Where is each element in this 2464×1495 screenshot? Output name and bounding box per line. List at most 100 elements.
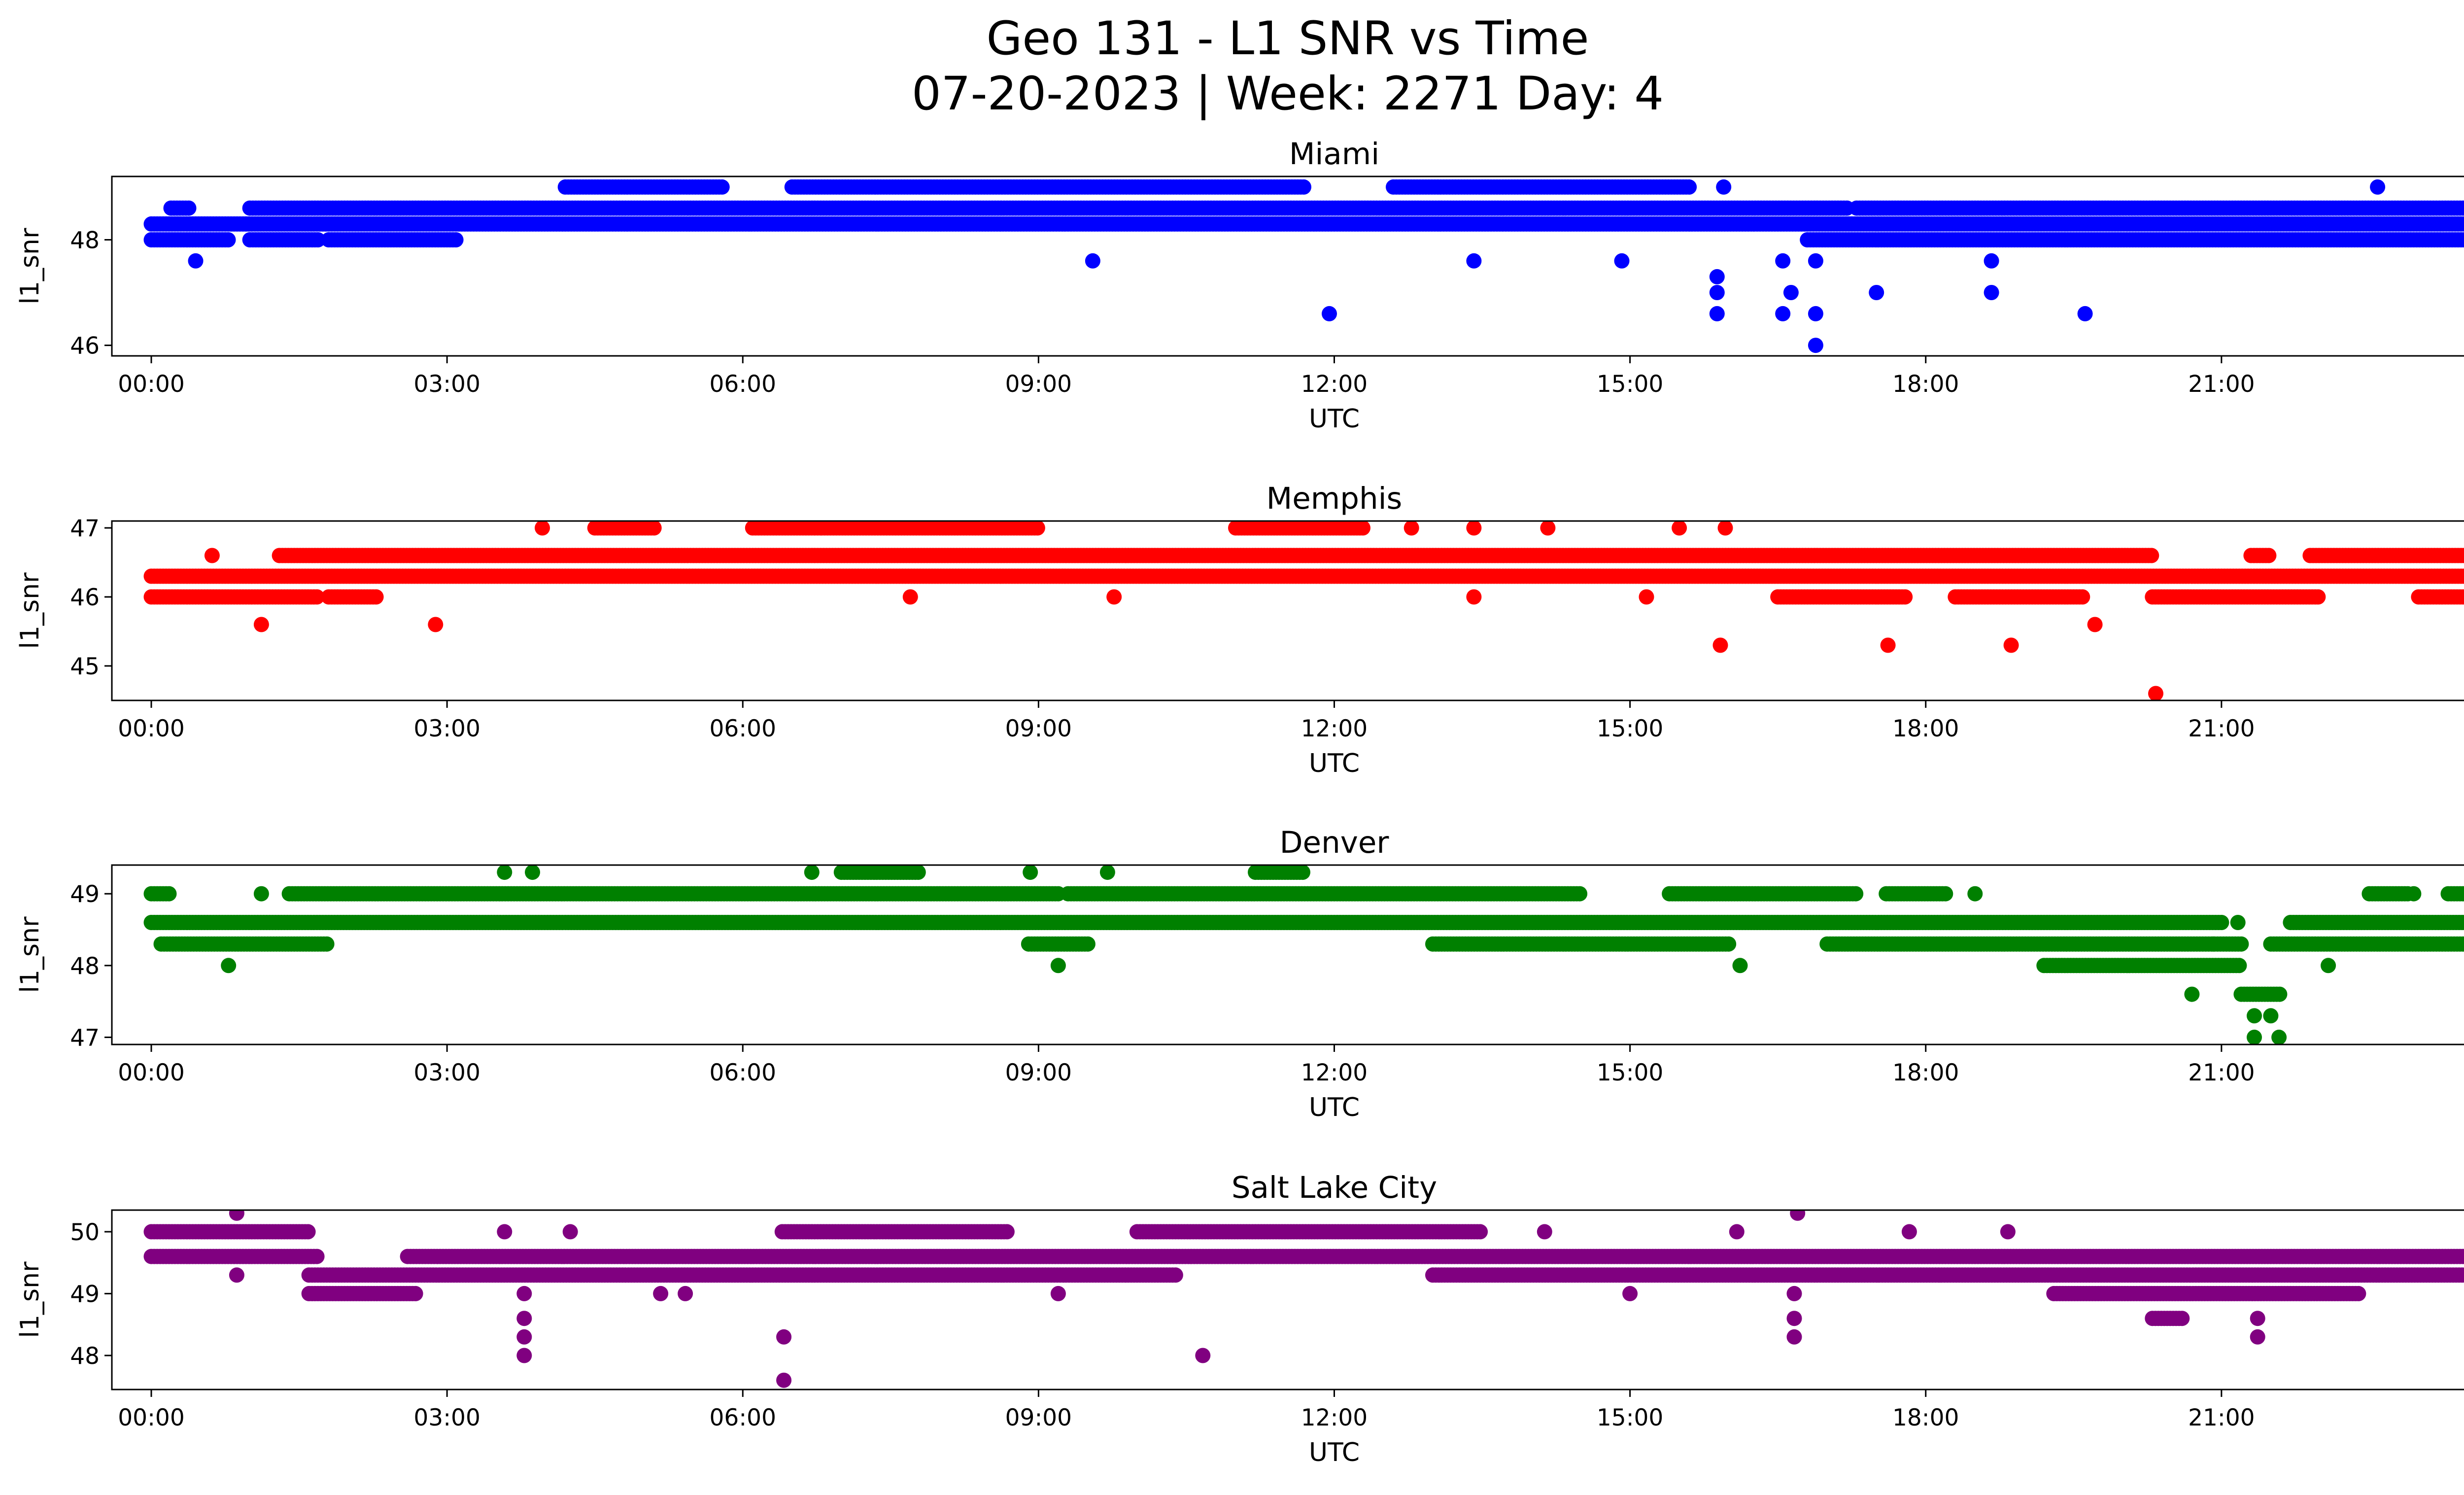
scatter-points bbox=[143, 179, 2464, 353]
data-point bbox=[1085, 253, 1100, 269]
x-tick-label: 09:00 bbox=[1005, 371, 1072, 398]
data-point bbox=[2077, 306, 2093, 321]
data-point bbox=[1869, 285, 1884, 300]
data-point bbox=[253, 617, 269, 632]
data-point bbox=[2075, 589, 2090, 605]
data-point bbox=[1709, 285, 1725, 300]
x-tick-label: 00:00 bbox=[118, 371, 184, 398]
subplot-miami: 00:00 03:00 06:00 09:00 12:00 15:00 18:00 21:00… bbox=[15, 137, 2464, 434]
data-point bbox=[2459, 569, 2464, 584]
data-point bbox=[2214, 915, 2229, 930]
data-point bbox=[204, 548, 220, 563]
x-tick-label: 15:00 bbox=[1597, 715, 1663, 742]
data-point bbox=[1984, 285, 1999, 300]
data-point bbox=[1296, 179, 1311, 195]
data-point bbox=[181, 200, 197, 216]
subplot-memphis: 00:00 03:00 06:00 09:00 12:00 15:00 18:00 21:00… bbox=[15, 481, 2464, 778]
data-point bbox=[2461, 202, 2464, 214]
subplot-title: Memphis bbox=[1266, 481, 1403, 516]
data-point bbox=[1639, 589, 1654, 605]
data-point bbox=[1783, 285, 1799, 300]
x-tick-label: 12:00 bbox=[1301, 371, 1368, 398]
x-tick-label: 18:00 bbox=[1892, 715, 1959, 742]
data-point bbox=[2459, 233, 2464, 247]
data-point bbox=[2148, 686, 2163, 700]
x-tick-label: 21:00 bbox=[2188, 715, 2255, 742]
data-point bbox=[1775, 306, 1791, 321]
data-point bbox=[1355, 521, 1370, 536]
data-point bbox=[1466, 521, 1482, 536]
x-tick-label: 00:00 bbox=[118, 715, 184, 742]
data-point bbox=[1540, 521, 1556, 536]
data-point bbox=[1709, 269, 1725, 284]
data-point bbox=[2144, 548, 2159, 563]
data-point bbox=[1717, 521, 1733, 536]
data-point bbox=[1808, 253, 1823, 269]
y-axis-label: l1_snr bbox=[15, 228, 45, 305]
x-tick-label: 15:00 bbox=[1597, 371, 1663, 398]
data-point bbox=[1466, 589, 1482, 605]
data-point bbox=[1897, 589, 1913, 605]
x-tick-label: 03:00 bbox=[413, 371, 480, 398]
data-point bbox=[1716, 179, 1732, 195]
scatter-points bbox=[143, 865, 2464, 1044]
data-point bbox=[1681, 179, 1697, 195]
y-tick-label: 46 bbox=[70, 584, 100, 611]
data-point bbox=[1322, 306, 1337, 321]
x-tick-label: 06:00 bbox=[710, 371, 776, 398]
data-point bbox=[714, 179, 730, 195]
data-point bbox=[2462, 219, 2464, 229]
data-point bbox=[2261, 548, 2277, 563]
data-point bbox=[1775, 253, 1791, 269]
data-point bbox=[2459, 548, 2464, 563]
data-point bbox=[2087, 617, 2103, 632]
data-point bbox=[1614, 253, 1630, 269]
data-point bbox=[1466, 253, 1482, 269]
figure-title-line1: Geo 131 - L1 SNR vs Time bbox=[987, 12, 1589, 66]
data-point bbox=[2310, 589, 2326, 605]
x-tick-label: 03:00 bbox=[413, 715, 480, 742]
x-axis-label: UTC bbox=[1309, 404, 1360, 434]
data-point bbox=[448, 232, 464, 247]
data-point bbox=[1808, 338, 1823, 353]
x-tick-label: 06:00 bbox=[710, 715, 776, 742]
data-point bbox=[2003, 637, 2019, 653]
scatter-points bbox=[143, 521, 2464, 700]
x-tick-label: 12:00 bbox=[1301, 715, 1368, 742]
data-point bbox=[2462, 551, 2464, 560]
data-point bbox=[309, 589, 325, 605]
subplot-title: Miami bbox=[1289, 137, 1379, 172]
data-point bbox=[1709, 306, 1725, 321]
data-point bbox=[220, 232, 236, 247]
data-point bbox=[1712, 637, 1728, 653]
data-point bbox=[368, 589, 384, 605]
data-point bbox=[1984, 253, 1999, 269]
data-point bbox=[902, 589, 918, 605]
data-point bbox=[2461, 591, 2464, 603]
data-point bbox=[1403, 521, 1419, 536]
subplot-denver: 00:00 03:00 06:00 09:00 12:00 15:00 18:00 21:00… bbox=[15, 825, 2464, 1122]
y-tick-label: 46 bbox=[70, 333, 100, 360]
data-point bbox=[428, 617, 444, 632]
data-point bbox=[535, 521, 550, 536]
x-axis-label: UTC bbox=[1309, 749, 1360, 778]
x-tick-label: 09:00 bbox=[1005, 715, 1072, 742]
data-point bbox=[2459, 217, 2464, 231]
y-axis-label: l1_snr bbox=[15, 572, 45, 649]
data-point bbox=[2462, 571, 2464, 581]
data-point bbox=[310, 232, 326, 247]
data-point bbox=[1808, 306, 1823, 321]
data-point bbox=[2462, 235, 2464, 245]
figure-title-line2: 07-20-2023 | Week: 2271 Day: 4 bbox=[912, 67, 1664, 121]
y-tick-label: 45 bbox=[70, 653, 100, 680]
subplots: 00:00 03:00 06:00 09:00 12:00 15:00 18:00 21:00… bbox=[15, 137, 2464, 1467]
y-tick-label: 47 bbox=[70, 515, 100, 542]
data-point bbox=[1106, 589, 1122, 605]
data-point bbox=[1672, 521, 1687, 536]
data-point bbox=[2370, 179, 2386, 195]
x-tick-label: 18:00 bbox=[1892, 371, 1959, 398]
data-point bbox=[188, 253, 204, 269]
x-tick-label: 21:00 bbox=[2188, 371, 2255, 398]
